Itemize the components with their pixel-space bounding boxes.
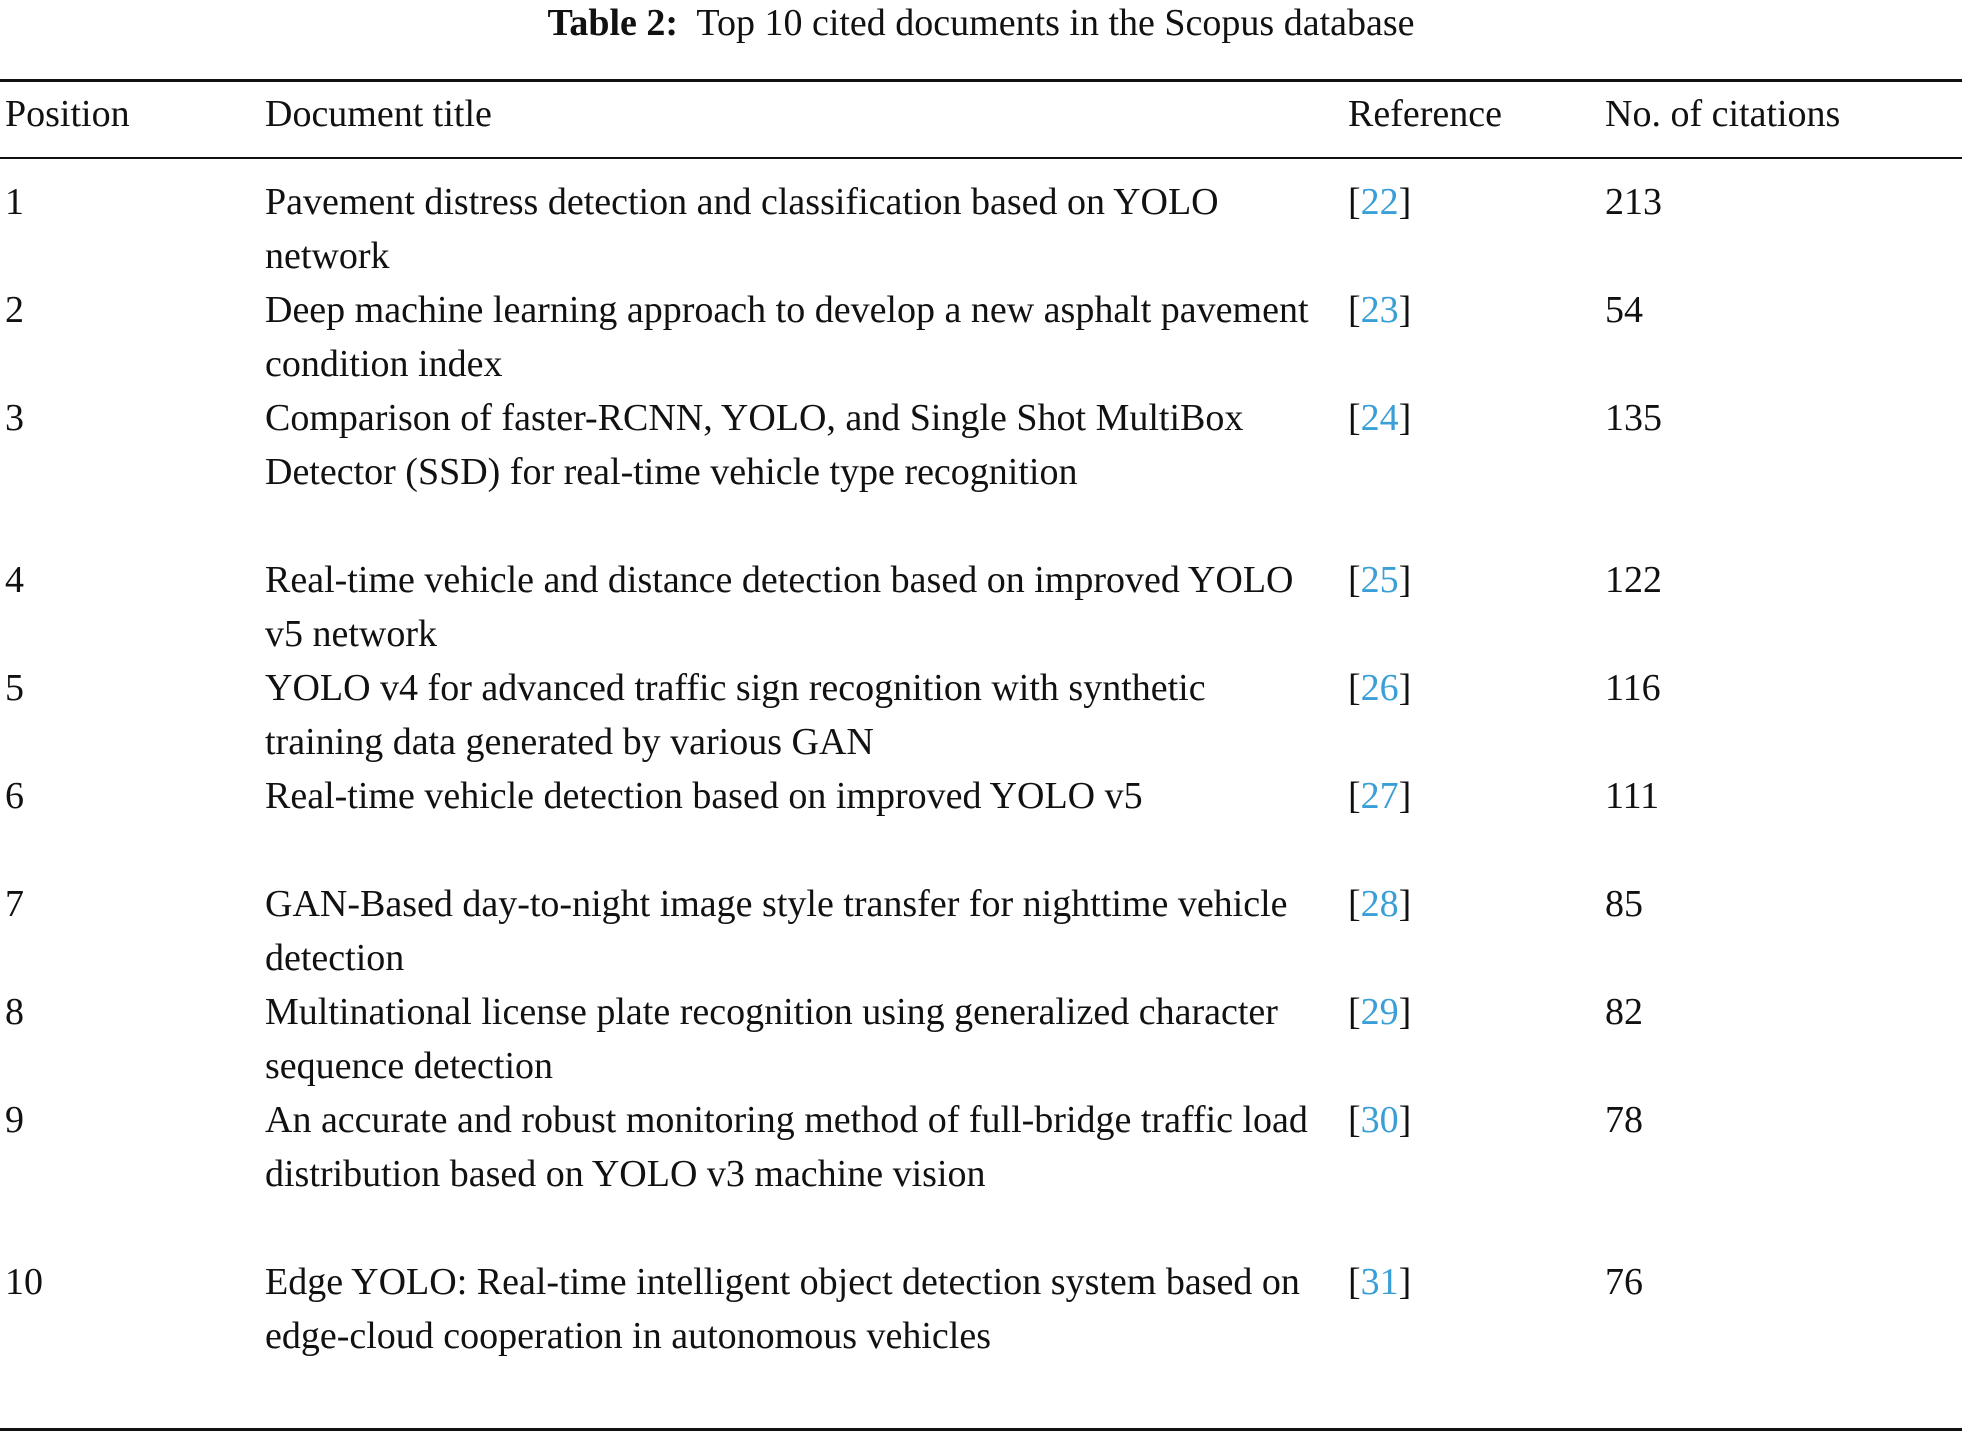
row-position: 1	[5, 181, 24, 223]
table-title: Top 10 cited documents in the Scopus dat…	[696, 2, 1415, 44]
reference-link[interactable]: 28	[1360, 883, 1399, 925]
row-reference: [25]	[1348, 559, 1412, 601]
row-reference: [24]	[1348, 397, 1412, 439]
reference-link[interactable]: 24	[1360, 397, 1399, 439]
top-rule	[0, 79, 1962, 82]
row-citations: 122	[1605, 559, 1662, 601]
row-title: Multinational license plate recognition …	[265, 991, 1278, 1087]
row-title: An accurate and robust monitoring method…	[265, 1099, 1308, 1195]
row-reference: [23]	[1348, 289, 1412, 331]
row-title: GAN-Based day-to-night image style trans…	[265, 883, 1288, 979]
row-position: 5	[5, 667, 24, 709]
header-rule	[0, 157, 1962, 159]
reference-link[interactable]: 30	[1360, 1099, 1399, 1141]
row-reference: [28]	[1348, 883, 1412, 925]
bottom-rule	[0, 1428, 1962, 1431]
row-citations: 82	[1605, 991, 1643, 1033]
row-title: Edge YOLO: Real-time intelligent object …	[265, 1261, 1300, 1357]
reference-link[interactable]: 31	[1360, 1261, 1399, 1303]
row-position: 2	[5, 289, 24, 331]
row-citations: 111	[1605, 775, 1660, 817]
row-title: YOLO v4 for advanced traffic sign recogn…	[265, 667, 1206, 763]
row-title: Comparison of faster-RCNN, YOLO, and Sin…	[265, 397, 1244, 493]
reference-link[interactable]: 29	[1360, 991, 1399, 1033]
header-reference: Reference	[1348, 93, 1502, 135]
row-title: Deep machine learning approach to develo…	[265, 289, 1309, 385]
row-position: 4	[5, 559, 24, 601]
reference-link[interactable]: 23	[1360, 289, 1399, 331]
row-reference: [27]	[1348, 775, 1412, 817]
row-position: 7	[5, 883, 24, 925]
row-citations: 213	[1605, 181, 1662, 223]
row-citations: 54	[1605, 289, 1643, 331]
reference-link[interactable]: 25	[1360, 559, 1399, 601]
header-title: Document title	[265, 93, 492, 135]
row-title: Real-time vehicle detection based on imp…	[265, 775, 1143, 817]
row-position: 6	[5, 775, 24, 817]
row-title: Pavement distress detection and classifi…	[265, 181, 1219, 277]
table-label: Table 2:	[547, 2, 679, 44]
row-reference: [26]	[1348, 667, 1412, 709]
row-reference: [30]	[1348, 1099, 1412, 1141]
row-citations: 76	[1605, 1261, 1643, 1303]
row-position: 9	[5, 1099, 24, 1141]
row-citations: 116	[1605, 667, 1661, 709]
row-reference: [22]	[1348, 181, 1412, 223]
row-position: 10	[5, 1261, 43, 1303]
row-citations: 78	[1605, 1099, 1643, 1141]
row-title: Real-time vehicle and distance detection…	[265, 559, 1294, 655]
header-citations: No. of citations	[1605, 93, 1841, 135]
reference-link[interactable]: 22	[1360, 181, 1399, 223]
header-position: Position	[5, 93, 130, 135]
reference-link[interactable]: 26	[1360, 667, 1399, 709]
row-reference: [29]	[1348, 991, 1412, 1033]
row-position: 3	[5, 397, 24, 439]
row-citations: 135	[1605, 397, 1662, 439]
reference-link[interactable]: 27	[1360, 775, 1399, 817]
table-caption: Table 2: Top 10 cited documents in the S…	[0, 0, 1962, 46]
row-position: 8	[5, 991, 24, 1033]
row-citations: 85	[1605, 883, 1643, 925]
row-reference: [31]	[1348, 1261, 1412, 1303]
